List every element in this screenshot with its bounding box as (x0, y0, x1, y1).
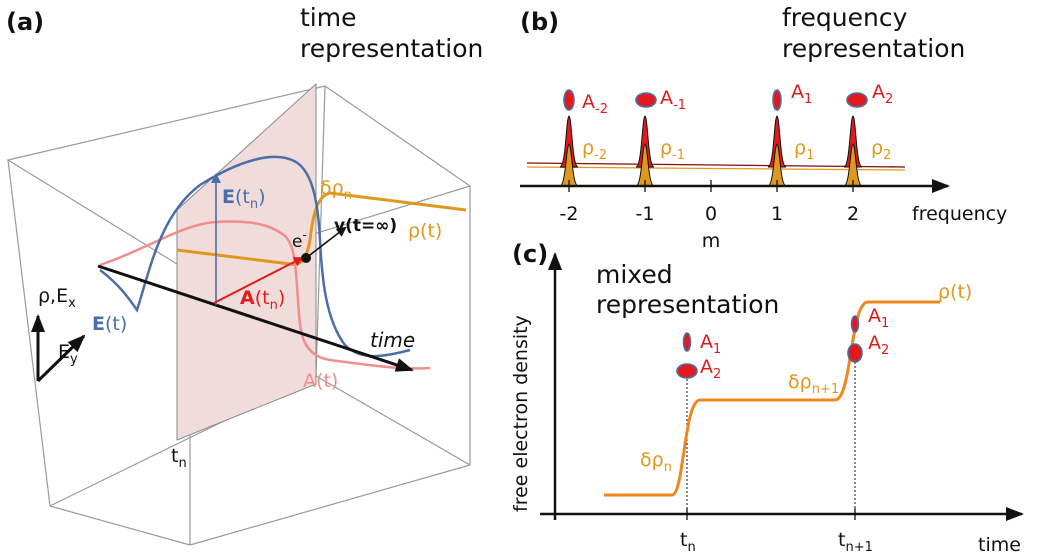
time-axis (97, 264, 414, 372)
ellipse-A2-tn1 (847, 343, 863, 363)
time-axis-label: time (370, 328, 415, 352)
panel-a-title-line2: representation (300, 34, 483, 63)
amplitude-ellipses (563, 89, 868, 111)
panel-b-title-line2: representation (782, 34, 965, 63)
tick-minus1: -1 (636, 203, 655, 225)
tn1-c-label: tn+1 (838, 529, 873, 555)
x-axis-label: time (978, 534, 1021, 556)
panel-c: (c) mixed representation free electron d… (510, 240, 1024, 556)
E-tn-label: E(tn) (222, 186, 266, 212)
velocity-arrow (305, 226, 347, 259)
panel-b-title-line1: frequency (782, 3, 908, 32)
delta-rho-n-label: δρn (640, 449, 672, 475)
spectral-peaks (559, 115, 863, 187)
ellipse-A2-tn (676, 363, 698, 379)
peak-m-1 (767, 115, 787, 187)
Ey-label: Ey (58, 341, 78, 367)
ellipse-A1-tn1 (850, 315, 860, 333)
rho-t-c-label: ρ(t) (938, 281, 972, 303)
rho-1-label: ρ1 (794, 137, 814, 163)
peak-m-minus2 (559, 115, 579, 187)
A-minus2-label: A-2 (582, 91, 608, 117)
tick-0: 0 (705, 203, 717, 225)
m-label: m (702, 230, 721, 252)
tick-2: 2 (847, 203, 859, 225)
delta-rho-label: δρn (320, 177, 352, 203)
panel-c-title-line1: mixed (596, 260, 673, 289)
tick-1: 1 (771, 203, 783, 225)
E-curve (99, 155, 411, 358)
tn-label: tn (171, 445, 187, 471)
rho-t-label: ρ(t) (408, 220, 442, 242)
A1-tn1-label: A1 (868, 305, 889, 331)
panel-b: (b) frequency representation (520, 3, 1007, 252)
A-tn-arrow (213, 257, 304, 304)
spectrum-baseline-orange (526, 166, 906, 171)
rho-Ex-label: ρ,Ex (38, 285, 76, 311)
panel-a-label: (a) (6, 8, 44, 36)
frequency-ticks (568, 180, 854, 192)
frequency-axis-label: frequency (912, 203, 1007, 225)
A-1-label: A1 (791, 81, 812, 107)
ellipse-A1-tn (682, 332, 692, 352)
Ey-axis (36, 334, 86, 383)
spectrum-baseline-red (526, 162, 906, 168)
panel-c-title-line2: representation (596, 290, 779, 319)
panel-c-label: (c) (512, 240, 548, 268)
delta-rho-n1-label: δρn+1 (788, 371, 839, 397)
velocity-label: v(t=∞) (334, 216, 397, 236)
A-t-label: A(t) (303, 370, 338, 392)
rho-minus2-label: ρ-2 (582, 137, 607, 163)
tick-minus2: -2 (560, 203, 579, 225)
panel-b-label: (b) (520, 8, 559, 36)
peak-m-minus1 (635, 115, 655, 187)
A-minus1-label: A-1 (660, 87, 686, 113)
y-axis-label: free electron density (510, 315, 532, 512)
rho-minus1-label: ρ-1 (660, 137, 685, 163)
A2-tn-label: A2 (700, 356, 721, 382)
electron-label: e- (292, 228, 307, 252)
A-2-label: A2 (872, 81, 893, 107)
tn-c-label: tn (680, 529, 696, 555)
rho-2-label: ρ2 (871, 137, 891, 163)
A1-tn-label: A1 (700, 331, 721, 357)
panel-a: (a) time representation (6, 3, 483, 546)
E-t-label: E(t) (92, 313, 127, 335)
time-plane (176, 82, 317, 441)
panel-a-title-line1: time (300, 3, 356, 32)
A-tn-label: A(tn) (240, 287, 285, 313)
A2-tn1-label: A2 (868, 332, 889, 358)
peak-m-2 (843, 115, 863, 187)
